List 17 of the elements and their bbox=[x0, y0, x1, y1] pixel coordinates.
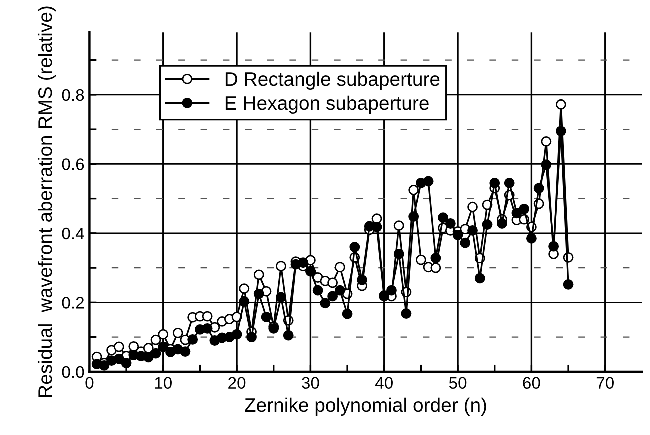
x-tick-label: 10 bbox=[155, 377, 172, 390]
x-tick-label: 20 bbox=[228, 377, 246, 390]
y-tick-label: 0.8 bbox=[62, 89, 84, 102]
y-tick-label: 0.6 bbox=[62, 158, 84, 170]
x-tick-label: 40 bbox=[375, 377, 393, 390]
x-tick-label: 50 bbox=[449, 377, 467, 390]
y-tick-label: 0.2 bbox=[62, 297, 84, 309]
x-tick-label: 70 bbox=[596, 377, 614, 390]
legend-label: E Hexagon subaperture bbox=[226, 96, 429, 114]
x-tick-label: 60 bbox=[523, 377, 540, 390]
x-tick-label: 0 bbox=[86, 377, 94, 390]
x-axis-title: Zernike polynomial order (n) bbox=[245, 398, 486, 416]
y-tick-label: 0.4 bbox=[62, 228, 84, 240]
y-axis-title: Residual wavefront aberration RMS (relative) bbox=[38, 6, 56, 398]
x-tick-label: 30 bbox=[302, 377, 320, 390]
y-tick-label: 0.0 bbox=[62, 366, 84, 378]
legend-label: D Rectangle subaperture bbox=[226, 72, 440, 90]
